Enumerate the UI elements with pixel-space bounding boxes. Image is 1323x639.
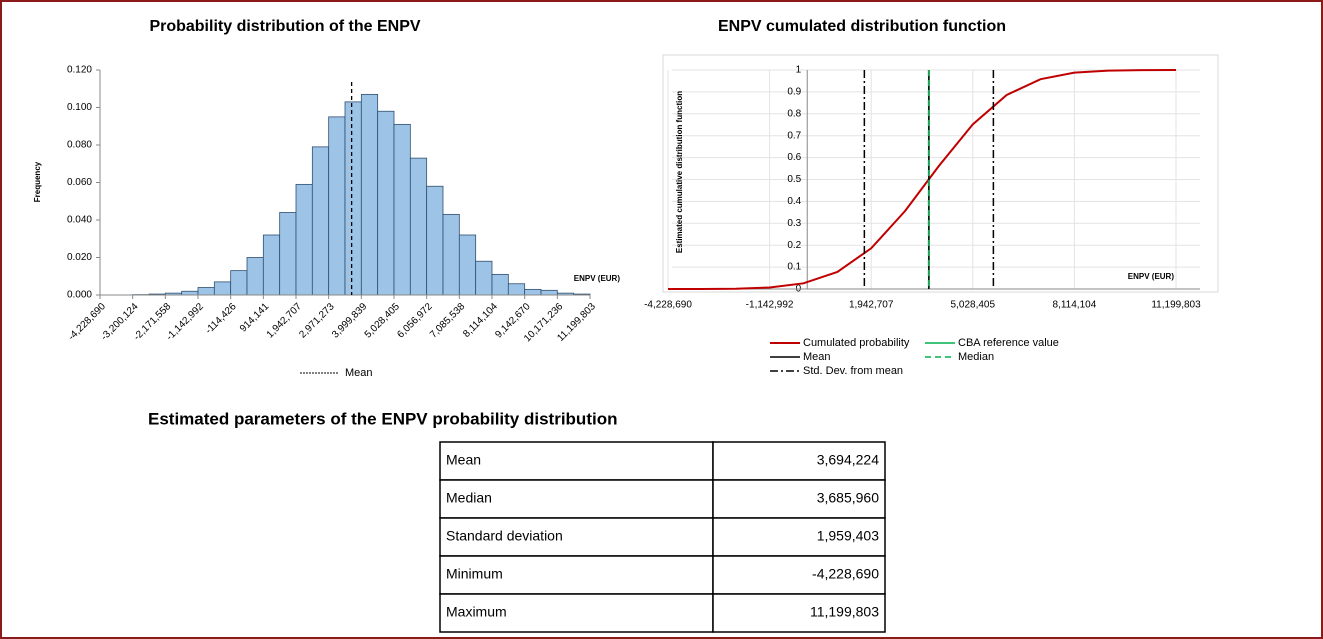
x-tick-label: 11,199,803 (1151, 300, 1201, 311)
y-tick-label: 0.6 (787, 152, 801, 163)
legend-label: Std. Dev. from mean (803, 365, 903, 377)
y-tick-label: 0.8 (787, 108, 801, 119)
table-cell (712, 441, 886, 481)
bar (197, 287, 215, 296)
table-cell (439, 517, 714, 557)
cdf-line (667, 69, 1177, 290)
bar (426, 185, 444, 296)
row-label: Mean (446, 452, 481, 468)
y-tick-label: 0.120 (67, 65, 92, 76)
bar (328, 116, 346, 296)
bar (246, 257, 264, 296)
bar (360, 93, 379, 296)
bar (344, 101, 362, 296)
row-label: Standard deviation (446, 528, 563, 544)
table-cell (439, 441, 714, 481)
row-label: Median (446, 490, 492, 506)
table-title: Estimated parameters of the ENPV probabi… (148, 409, 617, 428)
x-tick-label: 5,028,405 (951, 300, 996, 311)
y-axis-label: Estimated cumulative distribution functi… (675, 91, 684, 253)
table-cell (439, 555, 714, 595)
bar (377, 110, 395, 296)
bar (230, 270, 248, 296)
bar (181, 290, 199, 296)
x-axis-label: ENPV (EUR) (1128, 272, 1175, 281)
legend-label: Mean (803, 351, 831, 363)
y-tick-label: 0.060 (67, 177, 92, 188)
y-tick-label: 0.2 (787, 240, 801, 251)
legend-label: Median (958, 351, 994, 363)
bar (458, 234, 477, 296)
y-tick-label: 0.9 (787, 87, 801, 98)
y-tick-label: 0.000 (67, 290, 92, 301)
row-value: 3,685,960 (817, 490, 879, 506)
x-tick-label: 8,114,104 (1053, 300, 1097, 311)
table-cell (439, 593, 714, 633)
bar (393, 123, 411, 296)
bar (491, 273, 509, 296)
bar (409, 157, 428, 296)
bar (279, 212, 297, 296)
row-value: 11,199,803 (810, 604, 879, 620)
row-value: 3,694,224 (817, 452, 879, 468)
row-label: Maximum (446, 604, 507, 620)
row-value: -4,228,690 (812, 566, 879, 582)
y-tick-label: 0.1 (787, 262, 801, 273)
y-tick-label: 0.7 (787, 130, 801, 141)
y-axis-label: Frequency (33, 161, 42, 202)
bar (311, 146, 330, 296)
y-tick-label: 1 (796, 65, 802, 76)
plot-border (662, 54, 1219, 293)
bar (442, 213, 460, 296)
table-cell (712, 555, 886, 595)
chart-title: Probability distribution of the ENPV (149, 18, 420, 35)
bar (295, 183, 313, 296)
bar (213, 281, 232, 296)
bar (507, 283, 526, 296)
bar (262, 234, 281, 296)
y-tick-label: 0.3 (787, 218, 801, 229)
y-tick-label: 0.4 (787, 196, 801, 207)
y-tick-label: 0.080 (67, 140, 92, 151)
chart-title: ENPV cumulated distribution function (718, 18, 1006, 35)
y-tick-label: 0.040 (67, 215, 92, 226)
y-tick-label: 0.5 (787, 174, 801, 185)
y-tick-label: 0.020 (67, 252, 92, 263)
x-tick-label: -1,142,992 (746, 300, 794, 311)
table-cell (712, 517, 886, 557)
table-cell (712, 479, 886, 519)
legend-label: Mean (345, 367, 373, 379)
x-axis-label: ENPV (EUR) (574, 274, 621, 283)
bar (524, 288, 542, 296)
row-value: 1,959,403 (817, 528, 879, 544)
bar (475, 260, 493, 296)
legend-label: Cumulated probability (803, 337, 910, 349)
x-tick-label: 1,942,707 (849, 300, 894, 311)
x-tick-label: -4,228,690 (644, 300, 692, 311)
row-label: Minimum (446, 566, 503, 582)
y-tick-label: 0.100 (67, 102, 92, 113)
bar (540, 289, 558, 296)
table-cell (712, 593, 886, 633)
legend-label: CBA reference value (958, 337, 1059, 349)
table-cell (439, 479, 714, 519)
